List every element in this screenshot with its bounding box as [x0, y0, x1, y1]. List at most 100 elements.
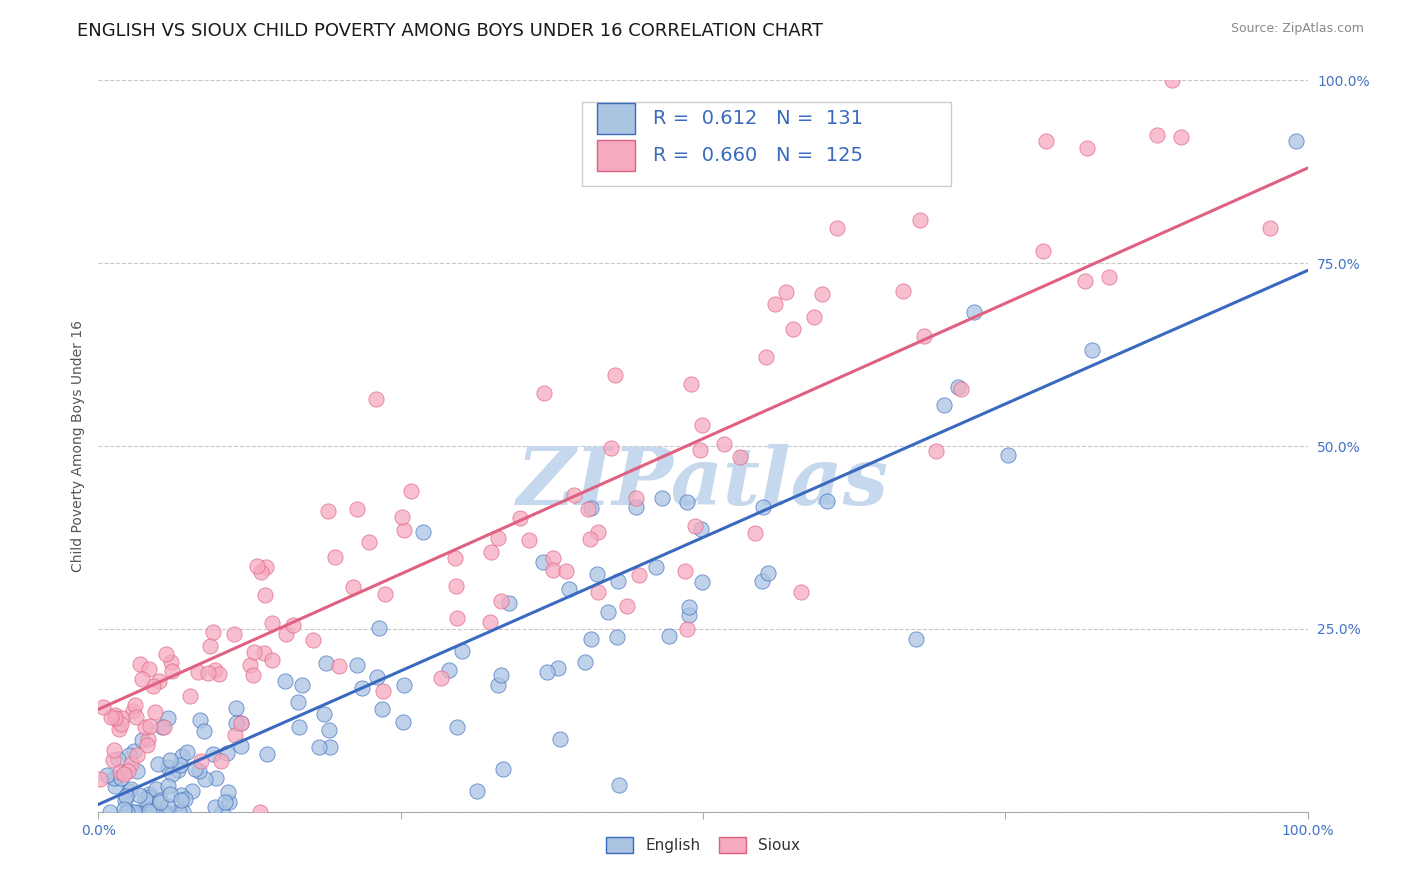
Point [607, 779, 630, 793]
Point [1097, 270, 1119, 285]
Point [645, 560, 668, 574]
Point [124, 805, 146, 819]
Point [755, 350, 778, 364]
Point [117, 805, 139, 819]
Point [616, 599, 638, 614]
Point [209, 754, 232, 768]
Point [350, 681, 373, 696]
Point [287, 695, 309, 709]
Point [949, 382, 972, 396]
Point [366, 670, 388, 684]
Point [574, 655, 596, 669]
Point [600, 441, 623, 455]
Point [166, 805, 188, 819]
Point [498, 596, 520, 610]
Point [318, 723, 340, 737]
Point [399, 484, 422, 499]
Point [775, 285, 797, 299]
Point [249, 805, 271, 819]
Point [391, 509, 413, 524]
Point [91, 700, 114, 714]
Point [825, 220, 848, 235]
Point [153, 720, 176, 734]
Point [359, 535, 381, 549]
Point [260, 616, 283, 631]
Point [274, 626, 297, 640]
Point [450, 644, 472, 658]
Point [114, 802, 136, 816]
Point [134, 720, 156, 734]
Point [678, 607, 700, 622]
Point [198, 640, 221, 654]
Point [118, 784, 141, 798]
Point [122, 704, 145, 718]
Point [312, 706, 335, 721]
Point [946, 380, 969, 394]
Point [315, 656, 337, 670]
Point [588, 585, 610, 599]
Point [159, 656, 181, 670]
Point [533, 386, 555, 401]
Point [143, 705, 166, 719]
Point [138, 789, 160, 804]
Point [606, 630, 628, 644]
Point [125, 710, 148, 724]
Point [810, 286, 832, 301]
Point [997, 448, 1019, 462]
Point [963, 305, 986, 319]
Point [291, 678, 314, 692]
Point [211, 805, 233, 819]
Text: ZIPatlas: ZIPatlas [517, 444, 889, 521]
Point [281, 618, 304, 632]
Point [246, 559, 269, 574]
Point [536, 665, 558, 679]
Point [486, 678, 509, 692]
Point [214, 795, 236, 809]
Point [488, 532, 510, 546]
Point [371, 702, 394, 716]
Point [180, 784, 202, 798]
Point [139, 805, 162, 819]
Point [218, 795, 240, 809]
Point [262, 653, 284, 667]
Point [129, 657, 152, 671]
Point [1285, 134, 1308, 148]
Point [1260, 221, 1282, 235]
Point [202, 625, 225, 640]
Point [138, 787, 160, 801]
FancyBboxPatch shape [582, 103, 950, 186]
Point [364, 392, 387, 406]
Point [1032, 244, 1054, 258]
Point [368, 621, 391, 635]
Point [308, 740, 330, 755]
Point [1081, 343, 1104, 358]
Point [138, 662, 160, 676]
Point [176, 746, 198, 760]
Point [346, 502, 368, 516]
Point [105, 771, 128, 785]
Point [120, 805, 142, 819]
Point [157, 760, 180, 774]
Point [489, 667, 512, 681]
Point [562, 488, 585, 502]
Text: R =  0.660   N =  125: R = 0.660 N = 125 [654, 146, 863, 165]
Point [124, 698, 146, 712]
Point [118, 748, 141, 763]
Legend: English, Sioux: English, Sioux [599, 830, 807, 859]
Point [547, 661, 569, 675]
Point [517, 533, 540, 547]
Point [394, 523, 416, 537]
Point [478, 615, 501, 629]
Text: ENGLISH VS SIOUX CHILD POVERTY AMONG BOYS UNDER 16 CORRELATION CHART: ENGLISH VS SIOUX CHILD POVERTY AMONG BOY… [77, 22, 824, 40]
Point [541, 551, 564, 566]
Point [253, 646, 276, 660]
Point [197, 666, 219, 681]
Point [815, 493, 838, 508]
Point [658, 629, 681, 643]
Point [170, 792, 193, 806]
Point [98, 805, 121, 819]
Point [108, 722, 131, 736]
Point [138, 805, 160, 819]
Point [744, 526, 766, 541]
Point [479, 545, 502, 559]
